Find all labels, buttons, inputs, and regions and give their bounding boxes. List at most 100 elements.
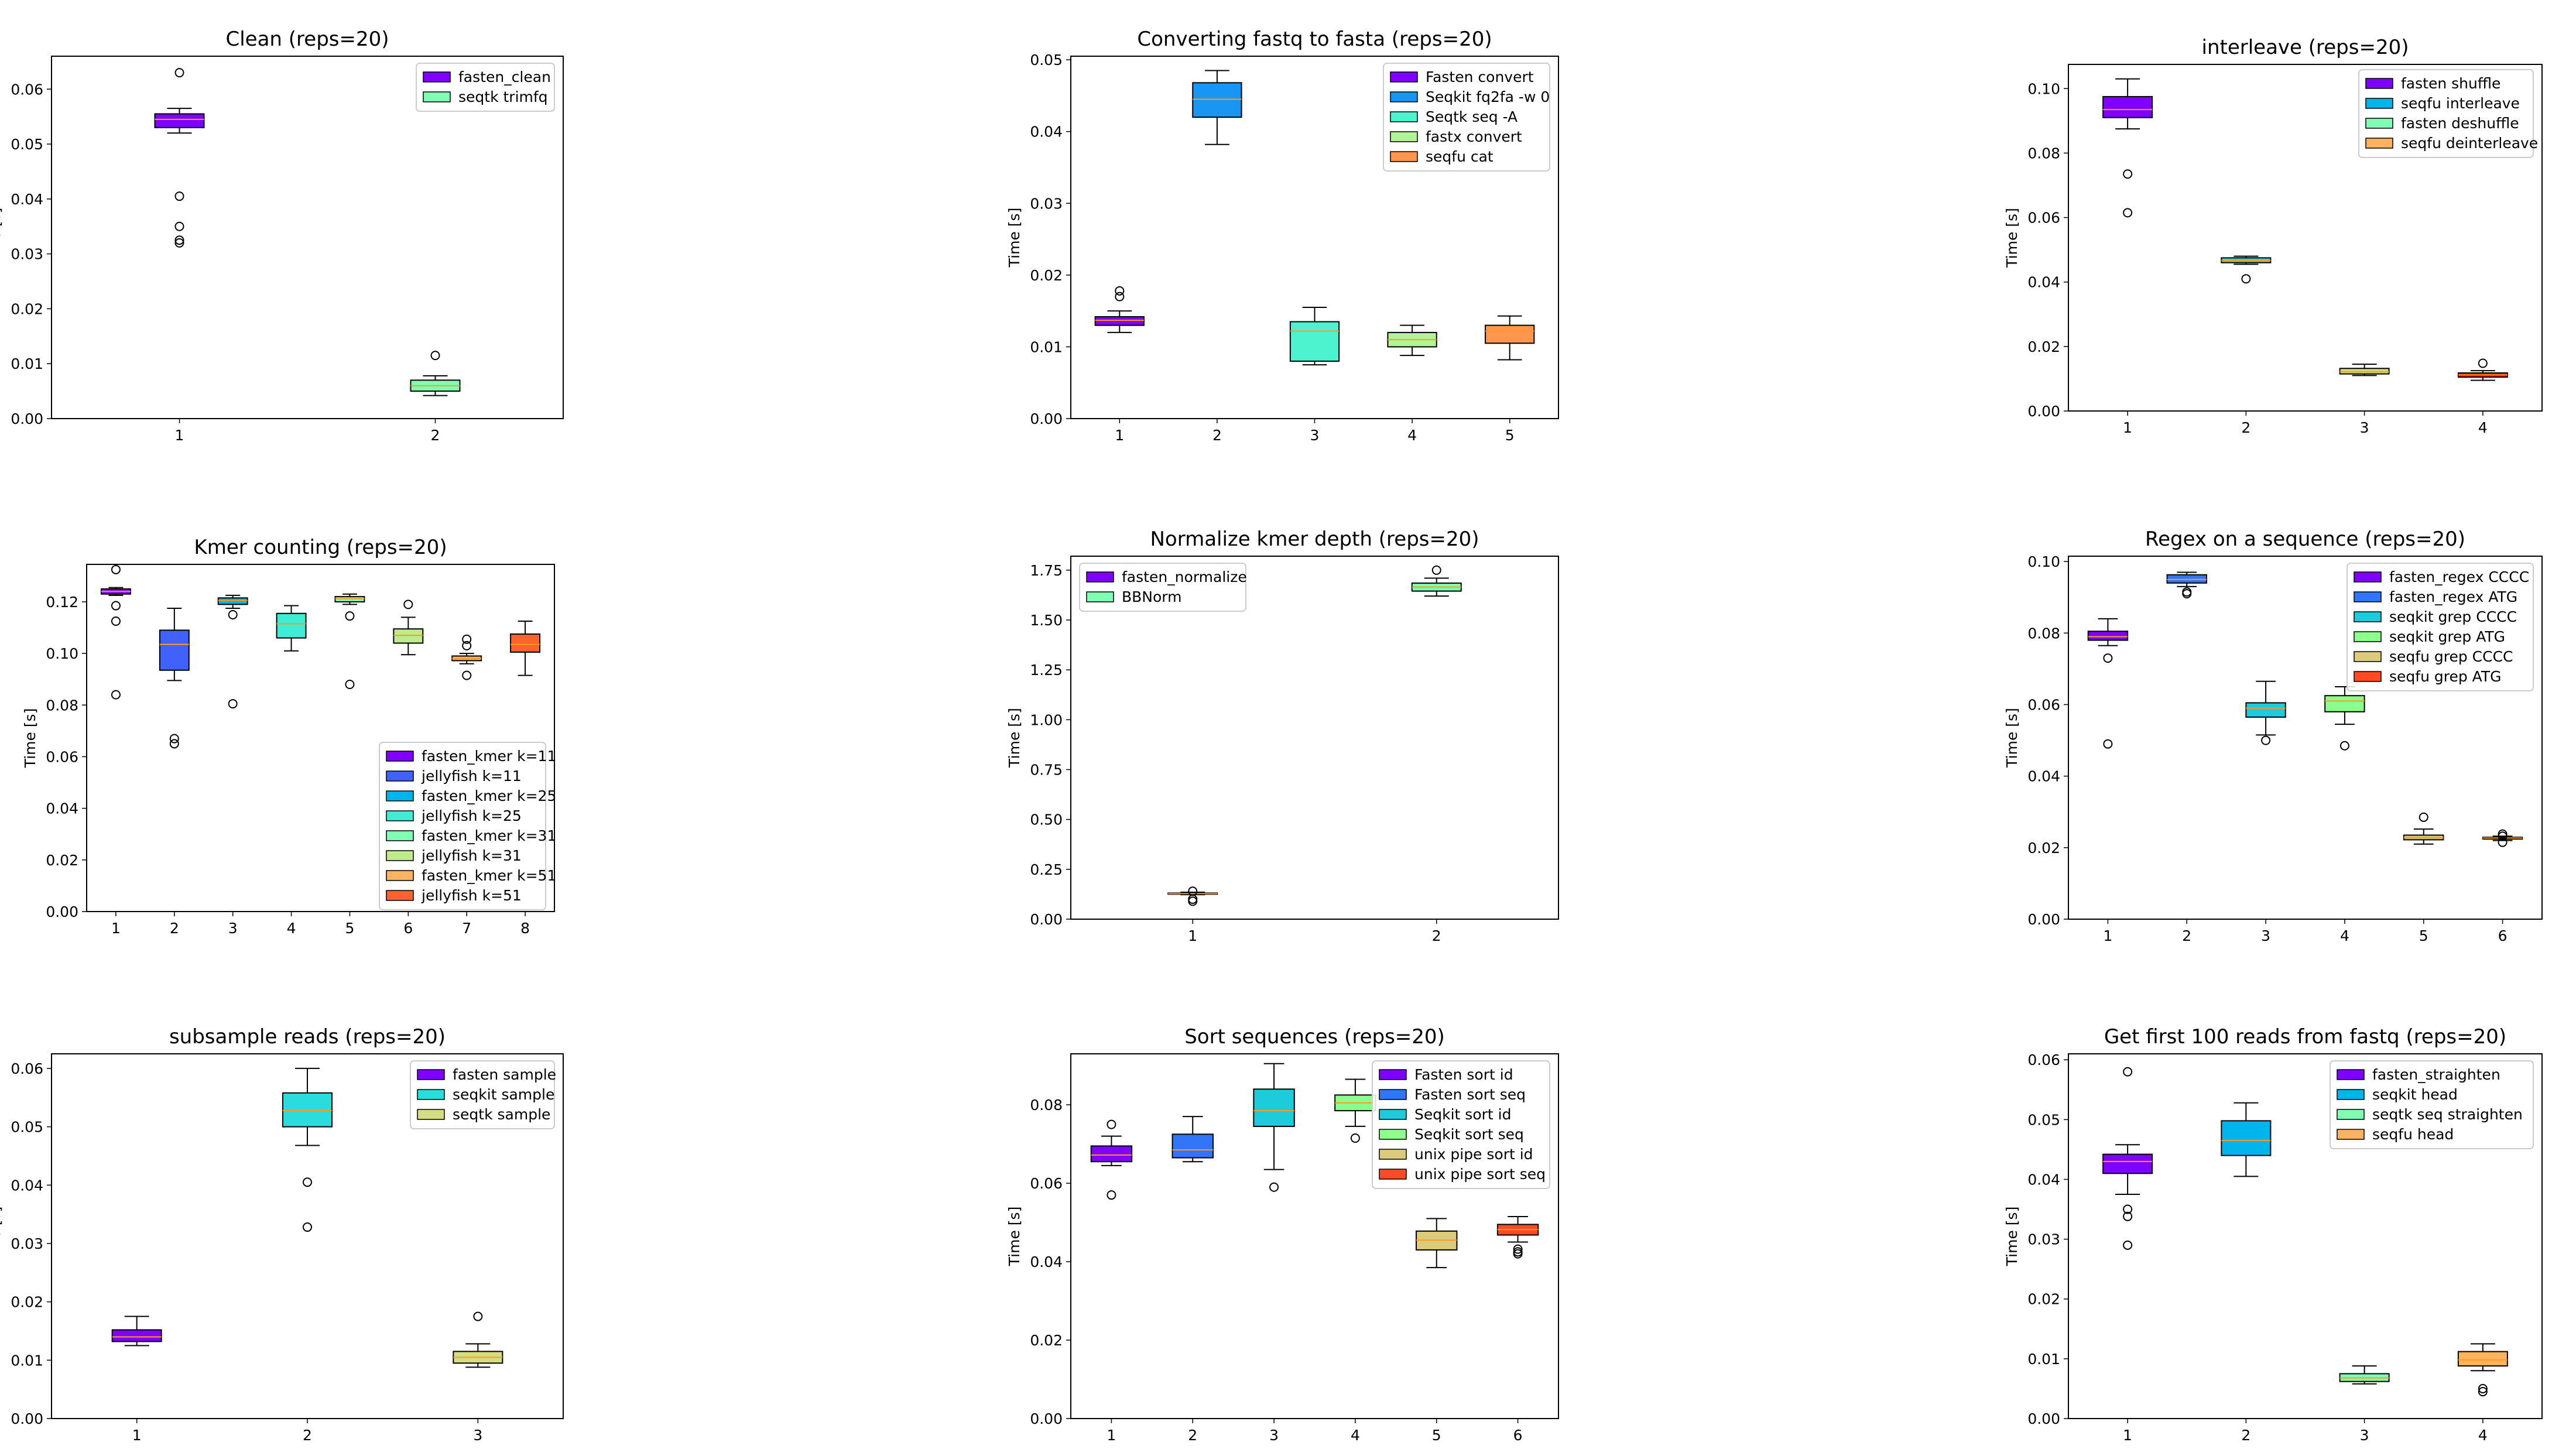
x-tick-label: 1 <box>2123 419 2132 436</box>
box-2 <box>1411 565 1462 597</box>
legend-swatch <box>2365 138 2393 149</box>
y-tick-label: 0.00 <box>11 410 43 427</box>
box-2 <box>1171 1116 1214 1163</box>
legend-frame <box>2358 69 2534 158</box>
legend-swatch <box>1390 91 1418 102</box>
outlier-point <box>2419 812 2428 822</box>
box-body <box>1289 321 1340 362</box>
outlier-point <box>169 734 179 744</box>
legend-swatch <box>1379 1089 1407 1100</box>
x-tick-label: 4 <box>2478 1427 2488 1444</box>
outlier-point <box>228 699 238 709</box>
y-tick-label: 0.00 <box>1030 410 1063 427</box>
y-tick-label: 0.05 <box>11 1119 43 1136</box>
x-tick-label: 1 <box>175 427 184 444</box>
outlier-point <box>2498 837 2508 847</box>
box-6 <box>393 600 424 656</box>
y-axis-label: Time [s] <box>1006 708 1023 768</box>
legend-label: Seqkit fq2fa -w 0 <box>1426 88 1550 105</box>
y-tick-label: 0.03 <box>11 1235 43 1252</box>
chart-title: Normalize kmer depth (reps=20) <box>1150 527 1479 551</box>
outlier-point <box>2478 358 2488 368</box>
box-5 <box>1485 315 1535 361</box>
axes-frame <box>1070 1053 1559 1419</box>
y-tick-label: 0.06 <box>11 81 43 98</box>
legend-label: seqtk trimfq <box>458 88 548 105</box>
subplot-9: Get first 100 reads from fastq (reps=20)… <box>2003 1025 2543 1444</box>
legend-label: fasten_kmer k=25 <box>422 787 556 804</box>
y-tick-label: 0.06 <box>11 1060 43 1077</box>
box-3 <box>1253 1063 1295 1192</box>
legend-frame <box>1079 563 1246 612</box>
outlier-point <box>1188 894 1198 904</box>
legend-swatch <box>2354 651 2382 662</box>
y-tick-label: 0.04 <box>2027 274 2060 291</box>
chart-title: Sort sequences (reps=20) <box>1184 1025 1445 1049</box>
outlier-point <box>1115 292 1125 302</box>
legend-label: fasten_straighten <box>2372 1066 2500 1083</box>
y-tick-label: 0.08 <box>2027 625 2060 642</box>
legend-label: fasten_kmer k=31 <box>422 827 556 844</box>
box-body <box>1171 1133 1214 1159</box>
x-tick-label: 3 <box>1310 427 1320 444</box>
legend-swatch <box>1390 71 1418 83</box>
box-6 <box>2482 829 2523 847</box>
legend-swatch <box>2337 1089 2365 1100</box>
box-body <box>154 113 205 128</box>
legend-label: seqkit head <box>2372 1086 2458 1103</box>
outlier-point <box>1188 896 1198 906</box>
box-2 <box>410 351 461 396</box>
legend-swatch <box>1379 1129 1407 1140</box>
box-2 <box>2221 255 2272 284</box>
outlier-point <box>174 221 184 231</box>
chart-title: Kmer counting (reps=20) <box>194 536 447 559</box>
x-tick-label: 2 <box>303 1427 312 1444</box>
legend: fasten_kmer k=11 jellyfish k=11 fasten_kme… <box>379 742 556 910</box>
box-body <box>217 597 248 605</box>
x-tick-label: 3 <box>2261 927 2270 944</box>
box-1 <box>2087 618 2129 749</box>
y-tick-label: 0.00 <box>11 1410 43 1427</box>
legend-label: Seqkit sort id <box>1414 1106 1511 1123</box>
x-tick-label: 2 <box>170 920 179 937</box>
box-body <box>2324 695 2365 712</box>
legend-swatch <box>2337 1129 2365 1140</box>
subplot-8: Sort sequences (reps=20) Time [s] 0.00 0.02… <box>1006 1025 1559 1444</box>
legend-label: jellyfish k=51 <box>421 887 522 904</box>
axes-frame <box>1070 56 1559 419</box>
outlier-point <box>2339 741 2349 751</box>
legend: fasten_normalize BBNorm <box>1079 563 1247 612</box>
outlier-point <box>303 1177 312 1187</box>
legend-label: Seqkit sort seq <box>1414 1126 1524 1143</box>
box-body <box>393 628 424 644</box>
box-1 <box>1090 1119 1133 1200</box>
y-tick-label: 0.02 <box>2027 840 2060 857</box>
box-body <box>510 633 541 653</box>
legend-label: Fasten sort seq <box>1414 1086 1526 1103</box>
y-tick-label: 0.04 <box>46 800 78 817</box>
outlier-point <box>174 238 184 248</box>
outlier-point <box>2498 831 2508 841</box>
x-tick-label: 7 <box>462 920 471 937</box>
legend-frame <box>416 63 555 112</box>
y-tick-label: 0.01 <box>11 1352 43 1369</box>
legend-swatch <box>386 770 414 782</box>
legend-swatch <box>417 1109 445 1120</box>
y-tick-label: 0.04 <box>1030 1253 1063 1270</box>
legend-swatch <box>2365 118 2393 129</box>
x-tick-label: 3 <box>2360 419 2369 436</box>
y-tick-label: 0.00 <box>1030 1410 1063 1427</box>
y-axis-label: Time [s] <box>0 208 4 268</box>
legend-label: fasten deshuffle <box>2401 115 2519 132</box>
legend-swatch <box>1379 1109 1407 1120</box>
y-tick-label: 1.75 <box>1030 562 1063 579</box>
legend-swatch <box>2354 611 2382 622</box>
legend-label: Fasten convert <box>1426 68 1534 85</box>
box-2 <box>1192 70 1242 145</box>
legend-label: fasten sample <box>453 1066 556 1083</box>
x-tick-label: 5 <box>1432 1427 1441 1444</box>
legend-label: jellyfish k=31 <box>421 847 522 864</box>
legend-label: fasten_normalize <box>1122 568 1247 585</box>
legend-swatch <box>1379 1149 1407 1160</box>
